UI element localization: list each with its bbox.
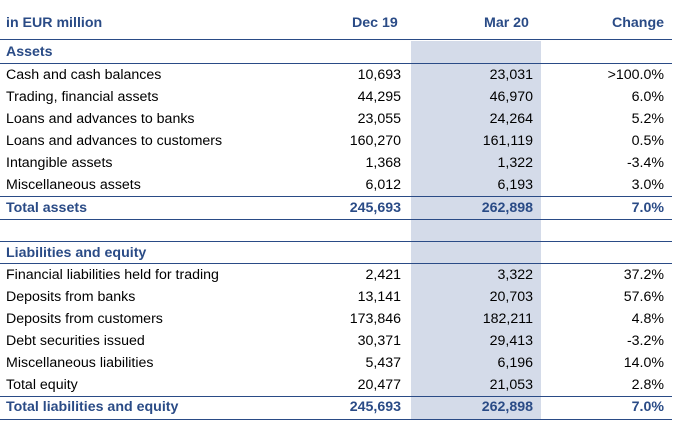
value-mar20: 6,196 xyxy=(497,355,533,371)
total-row-liabilities: Total liabilities and equity 245,693 262… xyxy=(0,396,672,418)
value-dec19: 245,693 xyxy=(349,399,401,415)
total-rule-bottom xyxy=(0,419,672,420)
column-header-dec19: Dec 19 xyxy=(352,15,398,31)
row-label: Intangible assets xyxy=(6,155,113,171)
value-mar20: 29,413 xyxy=(489,333,533,349)
section-title-text: Liabilities and equity xyxy=(6,245,147,261)
value-mar20: 21,053 xyxy=(489,377,533,393)
table-row: Trading, financial assets 44,295 46,970 … xyxy=(0,86,672,108)
value-mar20: 3,322 xyxy=(497,267,533,283)
value-change: -3.2% xyxy=(626,333,664,349)
value-change: 7.0% xyxy=(631,200,664,216)
table-row: Financial liabilities held for trading 2… xyxy=(0,264,672,286)
value-mar20: 161,119 xyxy=(482,133,533,149)
row-label: Financial liabilities held for trading xyxy=(6,267,219,283)
table-row: Cash and cash balances 10,693 23,031 >10… xyxy=(0,64,672,86)
total-row-assets: Total assets 245,693 262,898 7.0% xyxy=(0,197,672,219)
row-label: Deposits from customers xyxy=(6,311,163,327)
column-header-mar20: Mar 20 xyxy=(484,15,529,31)
value-dec19: 245,693 xyxy=(349,200,401,216)
value-change: 57.6% xyxy=(623,289,664,305)
table-row: Miscellaneous liabilities 5,437 6,196 14… xyxy=(0,352,672,374)
value-dec19: 44,295 xyxy=(357,89,401,105)
value-dec19: 1,368 xyxy=(365,155,401,171)
value-dec19: 2,421 xyxy=(365,267,401,283)
row-label: Miscellaneous assets xyxy=(6,177,141,193)
value-dec19: 160,270 xyxy=(349,133,401,149)
value-mar20: 24,264 xyxy=(489,111,533,127)
value-mar20: 46,970 xyxy=(489,89,533,105)
row-label: Cash and cash balances xyxy=(6,67,162,83)
total-rule-top xyxy=(0,196,672,197)
value-dec19: 5,437 xyxy=(365,355,401,371)
table-row: Debt securities issued 30,371 29,413 -3.… xyxy=(0,330,672,352)
value-change: 14.0% xyxy=(623,355,664,371)
value-mar20: 20,703 xyxy=(489,289,533,305)
section-rule-top xyxy=(0,241,672,242)
value-change: 7.0% xyxy=(631,399,664,415)
total-rule-bottom xyxy=(0,219,672,220)
value-dec19: 20,477 xyxy=(357,377,401,393)
value-mar20: 182,211 xyxy=(482,311,533,327)
row-label: Deposits from banks xyxy=(6,289,136,305)
value-dec19: 30,371 xyxy=(357,333,401,349)
row-label: Loans and advances to customers xyxy=(6,133,223,149)
value-dec19: 10,693 xyxy=(357,67,401,83)
column-header-change: Change xyxy=(611,15,664,31)
value-mar20: 6,193 xyxy=(497,177,533,193)
value-change: 37.2% xyxy=(623,267,664,283)
value-mar20: 262,898 xyxy=(481,399,533,415)
table-row: Deposits from banks 13,141 20,703 57.6% xyxy=(0,286,672,308)
section-title-text: Assets xyxy=(6,44,53,60)
row-label: Total assets xyxy=(6,200,87,216)
row-label: Loans and advances to banks xyxy=(6,111,195,127)
row-label: Trading, financial assets xyxy=(6,89,159,105)
value-change: >100.0% xyxy=(607,67,664,83)
value-change: 2.8% xyxy=(631,377,664,393)
value-change: 0.5% xyxy=(631,133,664,149)
value-dec19: 23,055 xyxy=(357,111,401,127)
value-mar20: 23,031 xyxy=(489,67,533,83)
value-change: 4.8% xyxy=(631,311,664,327)
table-row: Miscellaneous assets 6,012 6,193 3.0% xyxy=(0,174,672,196)
row-label: Total equity xyxy=(6,377,78,393)
section-title-assets: Assets xyxy=(0,41,672,63)
value-change: 3.0% xyxy=(631,177,664,193)
table-row: Total equity 20,477 21,053 2.8% xyxy=(0,374,672,396)
value-change: 6.0% xyxy=(631,89,664,105)
table-row: Deposits from customers 173,846 182,211 … xyxy=(0,308,672,330)
table-row: Loans and advances to banks 23,055 24,26… xyxy=(0,108,672,130)
section-rule xyxy=(0,63,672,64)
value-change: -3.4% xyxy=(626,155,664,171)
highlight-column-mar20-lower xyxy=(411,219,541,419)
value-dec19: 173,846 xyxy=(349,311,401,327)
row-label: Miscellaneous liabilities xyxy=(6,355,154,371)
value-mar20: 262,898 xyxy=(481,200,533,216)
section-rule xyxy=(0,263,672,264)
header-rule-top xyxy=(0,39,672,40)
section-title-liabilities: Liabilities and equity xyxy=(0,242,672,264)
table-row: Loans and advances to customers 160,270 … xyxy=(0,130,672,152)
table-header: in EUR million Dec 19 Mar 20 Change xyxy=(0,12,672,34)
value-dec19: 13,141 xyxy=(357,289,401,305)
unit-label: in EUR million xyxy=(6,15,103,31)
highlight-column-mar20 xyxy=(411,41,541,219)
total-rule-top xyxy=(0,396,672,397)
value-change: 5.2% xyxy=(631,111,664,127)
value-dec19: 6,012 xyxy=(365,177,401,193)
table-row: Intangible assets 1,368 1,322 -3.4% xyxy=(0,152,672,174)
row-label: Total liabilities and equity xyxy=(6,399,179,415)
row-label: Debt securities issued xyxy=(6,333,145,349)
value-mar20: 1,322 xyxy=(497,155,533,171)
